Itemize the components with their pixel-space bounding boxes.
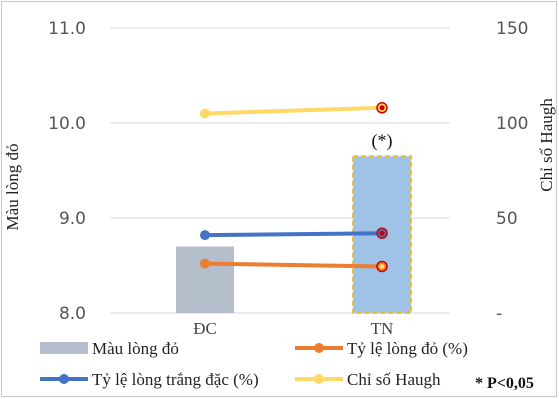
right-tick-label: 100 (496, 114, 528, 134)
bar (176, 246, 234, 313)
legend-marker (59, 374, 69, 384)
right-tick-label: 50 (496, 209, 518, 229)
legend-label: Chỉ số Haugh (347, 370, 441, 389)
ticks: 8.0 - 9.0 50 10.0 100 11.0 150 ĐC TN (48, 19, 528, 338)
series-line (203, 231, 384, 238)
series-point-marker (379, 230, 385, 236)
left-tick-label: 8.0 (59, 304, 86, 324)
series-point-marker (379, 105, 385, 111)
series-line (203, 105, 384, 116)
category-label: TN (371, 319, 394, 338)
left-axis-label: Màu lòng đỏ (3, 144, 22, 231)
legend-label: Tỷ lệ lòng đỏ (%) (347, 339, 468, 358)
footnote: * P<0,05 (475, 375, 534, 392)
right-axis-label: Chỉ số Haugh (537, 98, 556, 192)
right-tick-label: - (496, 304, 502, 324)
left-tick-label: 10.0 (48, 114, 86, 134)
legend: Màu lòng đỏ Tỷ lệ lòng đỏ (%) Tỷ lệ lòng t… (40, 339, 468, 389)
legend-marker (314, 374, 324, 384)
legend-label: Màu lòng đỏ (92, 339, 179, 358)
significance-annotation: (*) (372, 130, 393, 151)
lines (200, 102, 388, 273)
left-tick-label: 11.0 (48, 19, 86, 39)
legend-label: Tỷ lệ lòng trắng đặc (%) (92, 370, 259, 389)
left-tick-label: 9.0 (59, 209, 86, 229)
legend-marker (314, 343, 324, 353)
series-line (203, 261, 384, 269)
category-label: ĐC (193, 319, 217, 338)
right-tick-label: 150 (496, 19, 528, 39)
series-point (200, 258, 210, 269)
series-point-marker (379, 263, 385, 269)
legend-swatch (40, 342, 88, 354)
series-point (200, 230, 210, 241)
series-point (200, 108, 210, 119)
